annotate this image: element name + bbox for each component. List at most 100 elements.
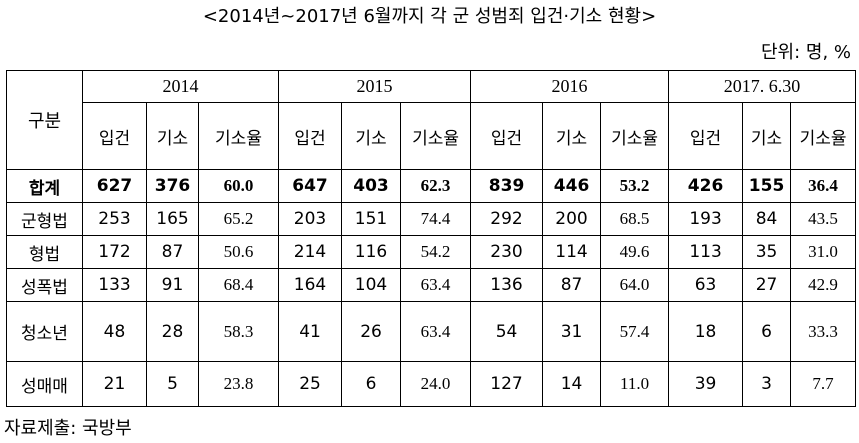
sub-header: 입건 — [82, 102, 147, 170]
cell: 3 — [742, 361, 792, 407]
table: 구분 2014 2015 2016 2017. 6.30 입건 기소 기소율 입건 기소 기소율 입건… — [6, 70, 857, 407]
corner-header: 구분 — [6, 70, 83, 170]
row-label: 합계 — [6, 169, 83, 203]
cell: 91 — [146, 268, 199, 302]
cell: 49.6 — [600, 235, 670, 269]
cell: 5 — [146, 361, 199, 407]
cell: 446 — [542, 169, 602, 203]
table-row: 성폭법 133 91 68.4 164 104 63.4 136 87 64.0 63 27 42.9 — [6, 268, 857, 302]
table-row: 성매매 21 5 23.8 25 6 24.0 127 14 11.0 39 3 7.7 — [6, 361, 857, 407]
cell: 53.2 — [600, 169, 670, 203]
cell: 87 — [146, 235, 199, 269]
cell: 28 — [146, 301, 199, 362]
row-label: 군형법 — [6, 202, 83, 236]
row-label: 성폭법 — [6, 268, 83, 302]
title: <2014년~2017년 6월까지 각 군 성범죄 입건·기소 현황> — [202, 6, 657, 27]
cell: 62.3 — [400, 169, 472, 203]
cell: 63 — [668, 268, 744, 302]
cell: 292 — [470, 202, 544, 236]
table-row: 군형법 253 165 65.2 203 151 74.4 292 200 68.5 193 84 43… — [6, 202, 857, 236]
cell: 214 — [278, 235, 343, 269]
cell: 41 — [278, 301, 343, 362]
row-label: 성매매 — [6, 361, 83, 407]
table-row: 청소년 48 28 58.3 41 26 63.4 54 31 57.4 18 6 33.3 — [6, 301, 857, 362]
cell: 87 — [542, 268, 602, 302]
cell: 74.4 — [400, 202, 472, 236]
cell: 63.4 — [400, 301, 472, 362]
cell: 203 — [278, 202, 343, 236]
year-header: 2016 — [470, 70, 670, 103]
cell: 68.5 — [600, 202, 670, 236]
cell: 60.0 — [197, 169, 280, 203]
cell: 63.4 — [400, 268, 472, 302]
cell: 193 — [668, 202, 744, 236]
cell: 35 — [742, 235, 792, 269]
cell: 31 — [542, 301, 602, 362]
table-row: 형법 172 87 50.6 214 116 54.2 230 114 49.6 113 35 31.0 — [6, 235, 857, 269]
cell: 113 — [668, 235, 744, 269]
row-label: 청소년 — [6, 301, 83, 362]
table-row: 입건 기소 기소율 입건 기소 기소율 입건 기소 기소율 입건 기소 기소율 — [7, 102, 857, 170]
sub-header: 기소 — [542, 102, 602, 170]
cell: 27 — [742, 268, 792, 302]
row-label: 형법 — [6, 235, 83, 269]
cell: 21 — [82, 361, 147, 407]
cell: 7.7 — [790, 361, 857, 407]
cell: 24.0 — [400, 361, 472, 407]
cell: 68.4 — [197, 268, 280, 302]
cell: 26 — [341, 301, 402, 362]
cell: 36.4 — [790, 169, 857, 203]
cell: 33.3 — [790, 301, 857, 362]
cell: 31.0 — [790, 235, 857, 269]
cell: 48 — [82, 301, 147, 362]
cell: 6 — [742, 301, 792, 362]
cell: 114 — [542, 235, 602, 269]
cell: 104 — [341, 268, 402, 302]
unit: 단위: 명, % — [760, 42, 851, 63]
cell: 127 — [470, 361, 544, 407]
cell: 376 — [146, 169, 199, 203]
cell: 39 — [668, 361, 744, 407]
cell: 116 — [341, 235, 402, 269]
cell: 18 — [668, 301, 744, 362]
cell: 839 — [470, 169, 544, 203]
cell: 200 — [542, 202, 602, 236]
cell: 54.2 — [400, 235, 472, 269]
cell: 155 — [742, 169, 792, 203]
table-row: 구분 2014 2015 2016 2017. 6.30 — [6, 70, 857, 170]
cell: 151 — [341, 202, 402, 236]
cell: 65.2 — [197, 202, 280, 236]
cell: 165 — [146, 202, 199, 236]
cell: 57.4 — [600, 301, 670, 362]
sub-header: 기소 — [742, 102, 792, 170]
cell: 426 — [668, 169, 744, 203]
cell: 172 — [82, 235, 147, 269]
sub-header: 기소율 — [197, 102, 280, 170]
sub-header: 입건 — [668, 102, 744, 170]
cell: 403 — [341, 169, 402, 203]
year-header: 2014 — [81, 70, 280, 103]
sub-header: 입건 — [278, 102, 343, 170]
cell: 6 — [341, 361, 402, 407]
cell: 133 — [82, 268, 147, 302]
cell: 43.5 — [790, 202, 857, 236]
sub-header: 기소율 — [600, 102, 670, 170]
cell: 42.9 — [790, 268, 857, 302]
cell: 164 — [278, 268, 343, 302]
sub-header: 기소 — [146, 102, 199, 170]
source: 자료제출: 국방부 — [4, 418, 132, 439]
cell: 647 — [278, 169, 343, 203]
cell: 58.3 — [197, 301, 280, 362]
year-header: 2017. 6.30 — [668, 70, 857, 103]
cell: 84 — [742, 202, 792, 236]
sub-header: 기소 — [341, 102, 402, 170]
cell: 54 — [470, 301, 544, 362]
table-row: 합계 627 376 60.0 647 403 62.3 839 446 53.2 426 155 36… — [6, 169, 857, 203]
cell: 253 — [82, 202, 147, 236]
cell: 14 — [542, 361, 602, 407]
cell: 25 — [278, 361, 343, 407]
sub-header: 입건 — [470, 102, 544, 170]
cell: 64.0 — [600, 268, 670, 302]
cell: 230 — [470, 235, 544, 269]
